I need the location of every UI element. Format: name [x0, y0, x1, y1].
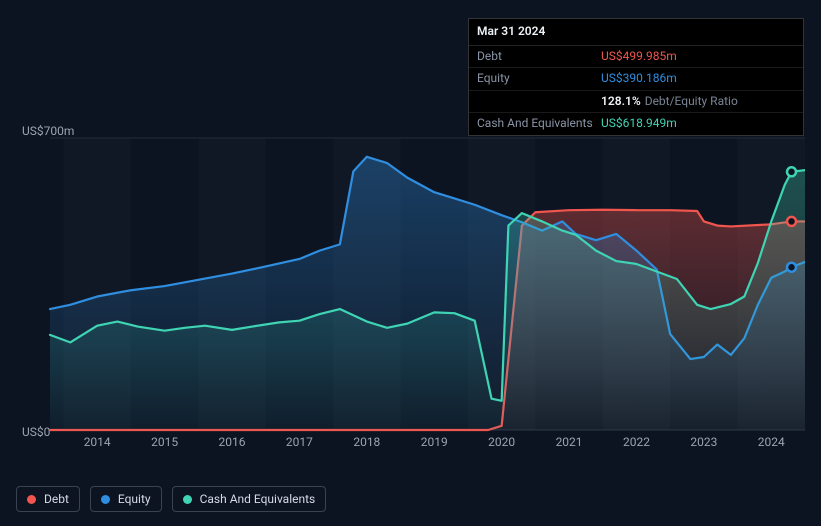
financials-area-chart: 2014 2015 2016 2017 2018 2019 2020 2021 2022 2023… [16, 120, 821, 450]
x-tick-label: 2016 [219, 435, 246, 449]
legend-item-equity[interactable]: Equity [90, 486, 162, 512]
legend-swatch [27, 495, 36, 504]
tooltip-row-value: US$390.186m [601, 71, 795, 87]
marker-dot [787, 217, 796, 226]
marker-dot [787, 167, 796, 176]
x-tick-label: 2019 [421, 435, 448, 449]
marker-dot [787, 263, 796, 272]
tooltip-row-value: 128.1%Debt/Equity Ratio [601, 94, 795, 110]
tooltip-row-label [477, 94, 601, 110]
x-tick-label: 2014 [84, 435, 111, 449]
x-tick-label: 2024 [758, 435, 785, 449]
chart-tooltip: Mar 31 2024 DebtUS$499.985mEquityUS$390.… [468, 18, 804, 136]
legend-item-cash-and-equivalents[interactable]: Cash And Equivalents [172, 486, 327, 512]
x-tick-label: 2018 [353, 435, 380, 449]
tooltip-date: Mar 31 2024 [469, 19, 803, 46]
tooltip-row-label: Debt [477, 49, 601, 65]
x-tick-label: 2021 [556, 435, 583, 449]
x-tick-label: 2022 [623, 435, 650, 449]
tooltip-row-label: Equity [477, 71, 601, 87]
tooltip-row: EquityUS$390.186m [469, 68, 803, 91]
x-tick-label: 2017 [286, 435, 313, 449]
x-tick-label: 2023 [690, 435, 717, 449]
chart-legend: Debt Equity Cash And Equivalents [16, 486, 326, 512]
legend-label: Equity [118, 492, 151, 506]
legend-label: Cash And Equivalents [200, 492, 316, 506]
legend-swatch [183, 495, 192, 504]
tooltip-row: 128.1%Debt/Equity Ratio [469, 91, 803, 114]
chart-svg: 2014 2015 2016 2017 2018 2019 2020 2021 2022 2023… [16, 120, 805, 450]
tooltip-row: DebtUS$499.985m [469, 46, 803, 69]
tooltip-row-value: US$499.985m [601, 49, 795, 65]
legend-item-debt[interactable]: Debt [16, 486, 80, 512]
x-tick-label: 2015 [151, 435, 178, 449]
legend-swatch [101, 495, 110, 504]
x-tick-label: 2020 [488, 435, 515, 449]
legend-label: Debt [44, 492, 69, 506]
